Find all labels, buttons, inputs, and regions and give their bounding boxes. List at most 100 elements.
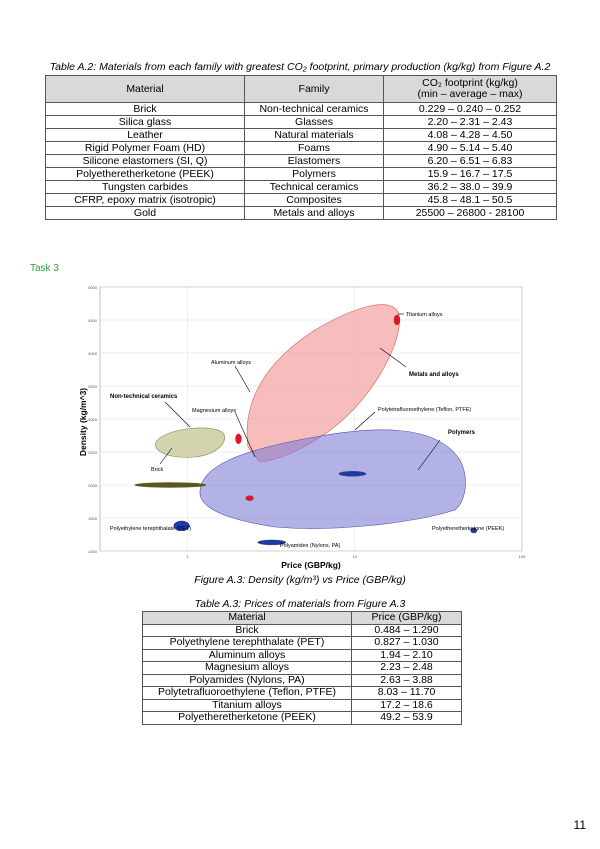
table-row: Aluminum alloys 1.94 – 2.10 bbox=[142, 648, 462, 662]
table-a3-caption: Table A.3: Prices of materials from Figu… bbox=[194, 598, 406, 610]
table-cell: Gold bbox=[45, 206, 245, 220]
table-cell: 49.2 – 53.9 bbox=[351, 711, 462, 725]
table-cell: Glasses bbox=[244, 115, 384, 129]
table-cell: 1.94 – 2.10 bbox=[351, 648, 462, 662]
material-marker bbox=[470, 527, 478, 534]
table-cell: Magnesium alloys bbox=[142, 661, 352, 675]
table-row: Polyetheretherketone (PEEK) Polymers 15.9 … bbox=[45, 167, 557, 181]
material-marker bbox=[134, 482, 207, 488]
table-row: Brick Non-technical ceramics 0.229 – 0.240… bbox=[45, 102, 557, 116]
density-price-chart: 5000 4500 4000 3500 3000 2500 2000 1500 1000 1 10… bbox=[78, 285, 526, 570]
x-tick-label: 10 bbox=[353, 554, 358, 559]
table-cell: Aluminum alloys bbox=[142, 648, 352, 662]
x-tick-label: 1 bbox=[186, 554, 189, 559]
table-cell: 17.2 – 18.6 bbox=[351, 698, 462, 712]
y-tick-label: 2500 bbox=[88, 450, 98, 455]
col-family: Family bbox=[244, 75, 384, 103]
table-cell: 45.8 – 48.1 – 50.5 bbox=[383, 193, 557, 207]
label-pa: Polyamides (Nylons, PA) bbox=[280, 543, 341, 549]
table-cell: Polyethylene terephthalate (PET) bbox=[142, 636, 352, 650]
x-tick-label: 100 bbox=[519, 554, 526, 559]
table-cell: Technical ceramics bbox=[244, 180, 384, 194]
table-cell: 6.20 – 6.51 – 6.83 bbox=[383, 154, 557, 168]
col-co2-footprint: CO₂ footprint (kg/kg) (min – average – m… bbox=[383, 75, 557, 103]
table-row: Tungsten carbides Technical ceramics 36.2 … bbox=[45, 180, 557, 194]
table-a3: Material Price (GBP/kg) Brick 0.484 – 1.2… bbox=[142, 611, 462, 725]
table-a2: Material Family CO₂ footprint (kg/kg) (m… bbox=[45, 75, 557, 220]
col-material: Material bbox=[45, 75, 245, 103]
table-cell: 2.23 – 2.48 bbox=[351, 661, 462, 675]
material-marker bbox=[235, 433, 242, 444]
table-cell: 2.20 – 2.31 – 2.43 bbox=[383, 115, 557, 129]
table-row: Magnesium alloys 2.23 – 2.48 bbox=[142, 661, 462, 675]
y-tick-labels: 5000 4500 4000 3500 3000 2500 2000 1500 1000 bbox=[88, 285, 98, 554]
table-cell: 0.827 – 1.030 bbox=[351, 636, 462, 650]
table-row: Titanium alloys 17.2 – 18.6 bbox=[142, 698, 462, 712]
table-row: Gold Metals and alloys 25500 – 26800 - 281… bbox=[45, 206, 557, 220]
table-cell: 4.90 – 5.14 – 5.40 bbox=[383, 141, 557, 155]
table-cell: Metals and alloys bbox=[244, 206, 384, 220]
material-marker bbox=[245, 495, 254, 501]
table-row: Silicone elastomers (SI, Q) Elastomers 6.2… bbox=[45, 154, 557, 168]
material-markers bbox=[134, 314, 478, 546]
table-cell: Elastomers bbox=[244, 154, 384, 168]
table-cell: Titanium alloys bbox=[142, 698, 352, 712]
label-magnesium: Magnesium alloys bbox=[192, 408, 236, 414]
y-tick-label: 5000 bbox=[88, 285, 98, 290]
table-cell: Foams bbox=[244, 141, 384, 155]
table-cell: 2.63 – 3.88 bbox=[351, 673, 462, 687]
table-row: Polytetrafluoroethylene (Teflon, PTFE) 8.… bbox=[142, 686, 462, 700]
x-tick-labels: 1 10 100 bbox=[186, 554, 526, 559]
table-cell: Leather bbox=[45, 128, 245, 142]
table-cell: Polyamides (Nylons, PA) bbox=[142, 673, 352, 687]
table-cell: 36.2 – 38.0 – 39.9 bbox=[383, 180, 557, 194]
table-cell: 0.229 – 0.240 – 0.252 bbox=[383, 102, 557, 116]
leader-lines bbox=[159, 313, 441, 471]
table-row: Leather Natural materials 4.08 – 4.28 – 4.… bbox=[45, 128, 557, 142]
material-marker bbox=[173, 520, 190, 532]
table-cell: Brick bbox=[142, 623, 352, 637]
table-cell: Rigid Polymer Foam (HD) bbox=[45, 141, 245, 155]
table-row: Polyethylene terephthalate (PET) 0.827 – … bbox=[142, 636, 462, 650]
table-header-row: Material Family CO₂ footprint (kg/kg) (m… bbox=[45, 75, 557, 103]
table-cell: Silica glass bbox=[45, 115, 245, 129]
label-metals-family: Metals and alloys bbox=[409, 372, 459, 378]
table-row: Silica glass Glasses 2.20 – 2.31 – 2.43 bbox=[45, 115, 557, 129]
y-tick-label: 2000 bbox=[88, 483, 98, 488]
table-cell: Brick bbox=[45, 102, 245, 116]
label-pet: Polyethylene terephthalate (PET) bbox=[110, 526, 191, 532]
co2-header-line1: CO₂ footprint (kg/kg) bbox=[422, 77, 518, 89]
table-row: Polyetheretherketone (PEEK) 49.2 – 53.9 bbox=[142, 711, 462, 725]
table-cell: CFRP, epoxy matrix (isotropic) bbox=[45, 193, 245, 207]
y-tick-label: 3500 bbox=[88, 384, 98, 389]
co2-header-line2: (min – average – max) bbox=[417, 88, 523, 100]
label-ceramics-family: Non-technical ceramics bbox=[110, 394, 178, 400]
table-header-row: Material Price (GBP/kg) bbox=[142, 611, 462, 625]
table-a3-body: Brick 0.484 – 1.290 Polyethylene terephtha… bbox=[142, 623, 462, 725]
y-axis-title: Density (kg/m^3) bbox=[78, 388, 88, 456]
table-row: CFRP, epoxy matrix (isotropic) Composites… bbox=[45, 193, 557, 207]
label-ptfe: Polytetrafluoroethylene (Teflon, PTFE) bbox=[378, 407, 471, 413]
polymers-envelope bbox=[199, 429, 466, 529]
y-tick-label: 3000 bbox=[88, 417, 98, 422]
x-axis-title: Price (GBP/kg) bbox=[281, 560, 341, 570]
label-polymers-family: Polymers bbox=[448, 430, 476, 436]
material-marker bbox=[393, 314, 401, 326]
table-row: Polyamides (Nylons, PA) 2.63 – 3.88 bbox=[142, 673, 462, 687]
page-number: 11 bbox=[573, 818, 586, 832]
y-tick-label: 1500 bbox=[88, 516, 98, 521]
task-label: Task 3 bbox=[30, 263, 59, 274]
material-marker bbox=[338, 471, 367, 477]
y-tick-label: 4000 bbox=[88, 351, 98, 356]
table-row: Brick 0.484 – 1.290 bbox=[142, 623, 462, 637]
table-cell: Polymers bbox=[244, 167, 384, 181]
material-marker bbox=[257, 539, 287, 546]
y-tick-label: 1000 bbox=[88, 549, 98, 554]
table-a2-caption: Table A.2: Materials from each family wi… bbox=[49, 61, 551, 73]
label-brick: Brick bbox=[151, 467, 163, 473]
col-price: Price (GBP/kg) bbox=[351, 611, 462, 625]
table-cell: Silicone elastomers (SI, Q) bbox=[45, 154, 245, 168]
table-cell: 4.08 – 4.28 – 4.50 bbox=[383, 128, 557, 142]
table-cell: 15.9 – 16.7 – 17.5 bbox=[383, 167, 557, 181]
table-cell: 0.484 – 1.290 bbox=[351, 623, 462, 637]
